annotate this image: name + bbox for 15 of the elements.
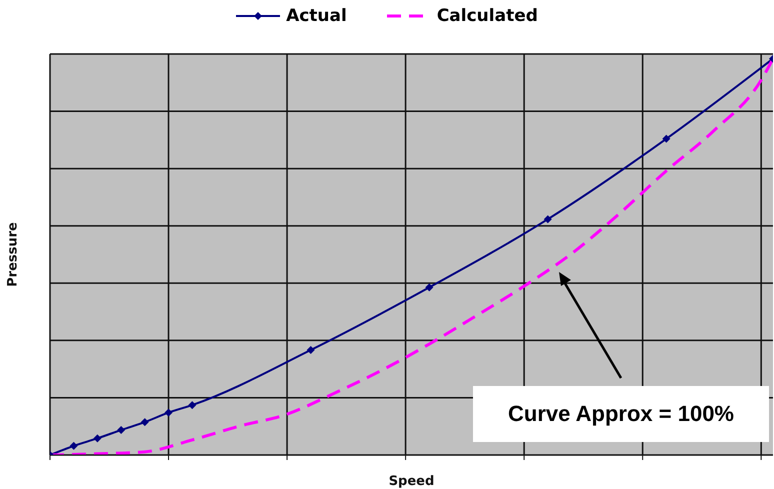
point xyxy=(140,418,149,426)
x-axis-title: Speed xyxy=(388,474,434,489)
point xyxy=(70,442,78,450)
point xyxy=(544,215,552,224)
annotation: Curve Approx = 100% xyxy=(473,386,769,442)
point xyxy=(306,346,315,354)
point xyxy=(93,434,102,442)
legend-label: Calculated xyxy=(436,6,538,26)
legend-label: Actual xyxy=(286,6,347,26)
point xyxy=(164,408,173,417)
point xyxy=(425,283,434,292)
point xyxy=(662,134,670,143)
point xyxy=(117,426,126,434)
point xyxy=(188,401,196,410)
y-axis-title: Pressure xyxy=(6,222,21,287)
